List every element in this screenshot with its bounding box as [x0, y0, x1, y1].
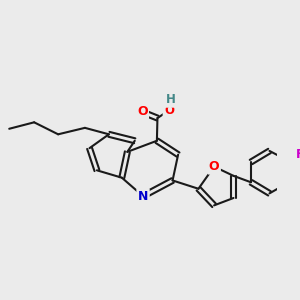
Text: O: O	[164, 104, 174, 117]
Text: N: N	[138, 190, 148, 202]
Text: O: O	[137, 106, 148, 118]
Text: H: H	[166, 93, 176, 106]
Text: O: O	[209, 160, 219, 173]
Text: F: F	[296, 148, 300, 161]
